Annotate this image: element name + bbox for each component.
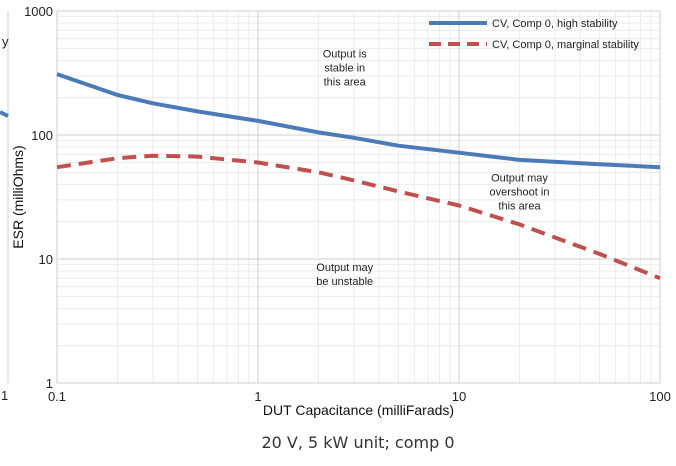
region-label: overshoot in: [490, 187, 550, 199]
region-label: this area: [324, 77, 367, 89]
y-axis-title: ESR (milliOhms): [10, 145, 26, 248]
region-annotations: Output is stable in this area Output may ove…: [316, 49, 549, 288]
y-tick-label: 100: [31, 128, 53, 143]
region-label: Output may: [316, 262, 373, 274]
series-line-2: [56, 153, 661, 281]
region-label: this area: [498, 201, 541, 213]
x-tick-label: 100: [649, 389, 671, 404]
x-tick-label: 0.1: [48, 389, 66, 404]
region-label: Output is: [323, 49, 368, 61]
region-label: be unstable: [316, 276, 373, 288]
x-axis-title: DUT Capacitance (milliFarads): [263, 402, 454, 418]
region-label: Output may: [491, 173, 548, 185]
neighbor-chart-fragment: y1: [0, 11, 9, 403]
legend-label: CV, Comp 0, high stability: [492, 18, 618, 30]
x-tick-label: 10: [452, 389, 466, 404]
neighbor-series-line: [0, 110, 9, 118]
x-tick-label: 1: [254, 389, 261, 404]
y-tick-label: 1000: [24, 4, 53, 19]
neighbor-tick-label: 1: [1, 388, 8, 403]
region-label: stable in: [324, 63, 365, 75]
chart-caption: 20 V, 5 kW unit; comp 0: [261, 433, 454, 452]
plot-border: [56, 10, 661, 384]
legend: CV, Comp 0, high stability CV, Comp 0, ma…: [429, 18, 639, 51]
legend-label: CV, Comp 0, marginal stability: [492, 39, 639, 51]
y-tick-label: 10: [39, 252, 53, 267]
neighbor-label: y: [2, 34, 9, 49]
y-tick-label: 1: [46, 376, 53, 391]
series-line-1: [56, 72, 661, 170]
series-group: [56, 72, 661, 281]
